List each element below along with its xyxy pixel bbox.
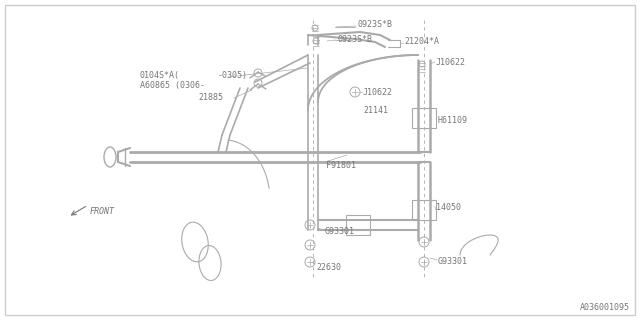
Bar (412, 200, 436, 220)
Text: 0923S*B: 0923S*B (337, 35, 372, 44)
Text: J10622: J10622 (436, 58, 466, 67)
Text: 21141: 21141 (363, 106, 388, 115)
Text: 0104S*A(: 0104S*A( (140, 70, 180, 79)
Text: A036001095: A036001095 (580, 303, 630, 313)
Text: -0305): -0305) (218, 70, 248, 79)
Text: J10622: J10622 (363, 87, 393, 97)
Bar (346, 215, 370, 235)
Text: H61109: H61109 (438, 116, 468, 124)
Text: A60865 (0306-: A60865 (0306- (140, 81, 205, 90)
Text: 21204*A: 21204*A (404, 36, 439, 45)
Text: 21885: 21885 (198, 92, 223, 101)
Text: 0923S*B: 0923S*B (357, 20, 392, 28)
Text: G93301: G93301 (438, 258, 468, 267)
Text: F91801: F91801 (326, 161, 356, 170)
Text: G93301: G93301 (325, 228, 355, 236)
Bar (412, 108, 436, 128)
Text: FRONT: FRONT (90, 207, 115, 217)
Text: 22630: 22630 (316, 263, 341, 273)
Text: 14050: 14050 (436, 203, 461, 212)
